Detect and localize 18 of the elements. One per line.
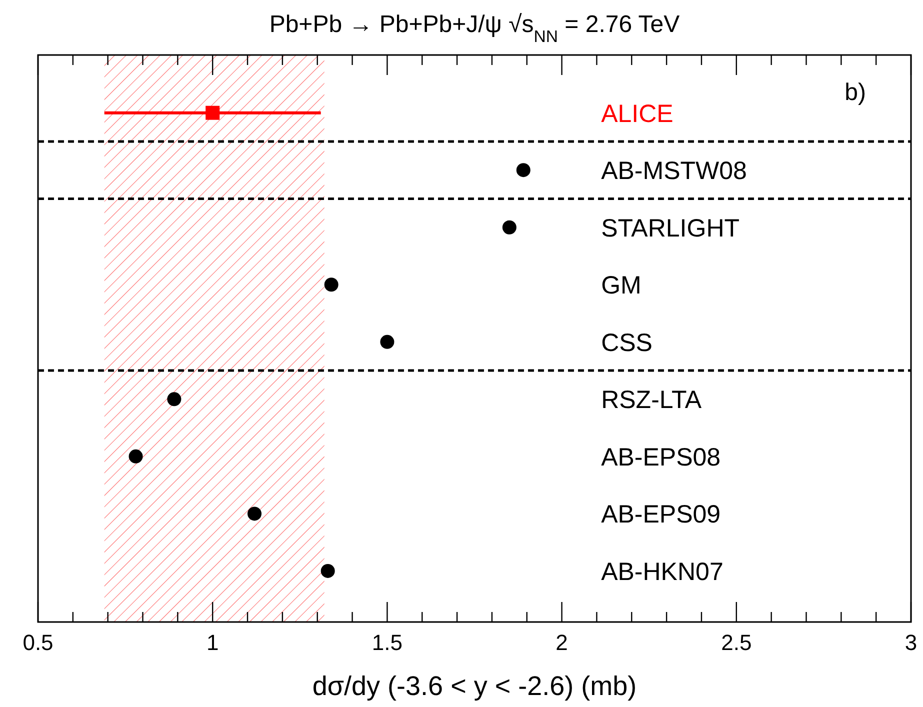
- x-tick-label: 1: [206, 630, 219, 655]
- y-tick-label: GM: [601, 272, 642, 300]
- chart-title: Pb+Pb → Pb+Pb+J/ψ √s$_{NN}$ = 2.76 TeV: [269, 11, 680, 46]
- x-tick-label: 1.5: [372, 630, 402, 655]
- y-tick-label: CSS: [601, 328, 652, 357]
- y-tick-label: ALICE: [601, 100, 674, 128]
- x-tick-label: 0.5: [22, 630, 54, 655]
- x-axis-title: dσ/dy (-3.6 < y < -2.6) (mb): [312, 671, 637, 701]
- annotation: b): [844, 79, 866, 106]
- y-tick-label: AB-EPS09: [601, 500, 721, 529]
- x-tick-label: 2: [556, 630, 568, 655]
- y-tick-label: RSZ-LTA: [601, 386, 702, 414]
- x-tick-label: 2.5: [721, 630, 752, 655]
- y-tick-label: AB-HKN07: [601, 558, 724, 586]
- y-tick-label: AB-EPS08: [601, 443, 721, 472]
- y-tick-label: STARLIGHT: [601, 214, 740, 242]
- x-tick-label: 3: [904, 630, 918, 655]
- y-tick-label: AB-MSTW08: [601, 157, 747, 186]
